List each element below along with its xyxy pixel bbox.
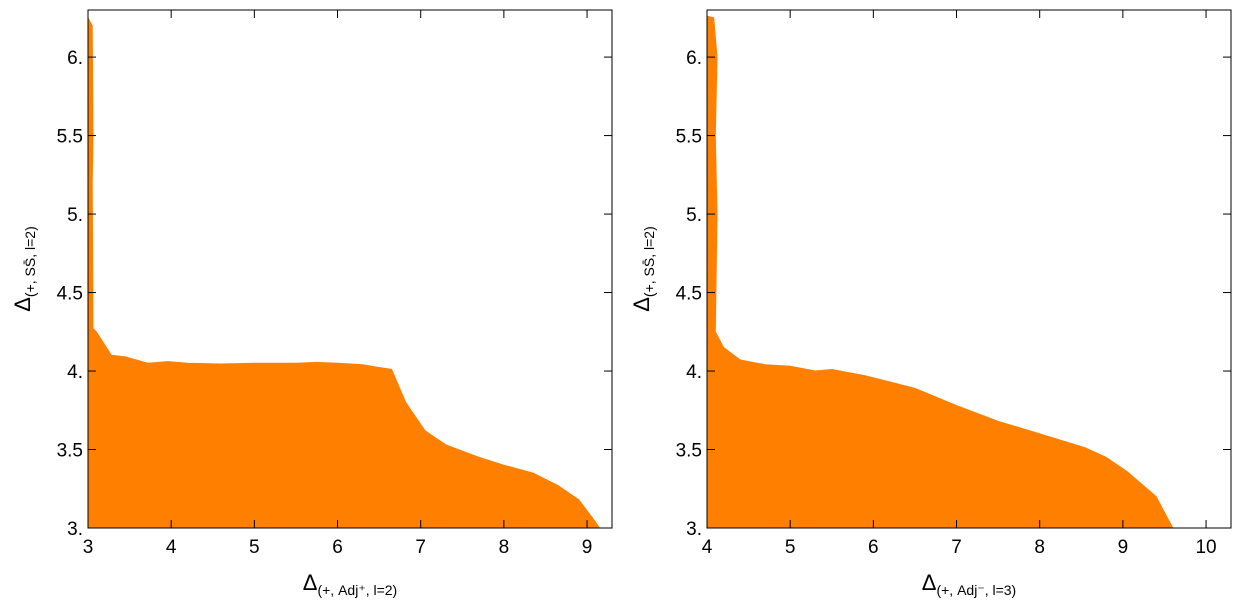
y-axis-label: Δ(+, SS̄, l=2) xyxy=(10,226,38,312)
y-tick-label: 6. xyxy=(67,48,83,69)
y-tick-label: 3. xyxy=(686,519,702,540)
x-tick-label: 7 xyxy=(415,537,426,558)
y-tick-label: 3.5 xyxy=(57,441,83,462)
x-tick-label: 8 xyxy=(1034,537,1045,558)
x-tick-label: 6 xyxy=(332,537,343,558)
chart-right: 4 5 6 7 8 9 10 3. 3.5 4. 4.5 5. 5.5 6. Δ(+, Adj⁻, l=3)… xyxy=(629,9,1232,598)
allowed-region xyxy=(707,15,1174,528)
y-tick-label: 5.5 xyxy=(57,127,83,148)
x-tick-label: 5 xyxy=(249,537,260,558)
y-tick-label: 5. xyxy=(686,205,702,226)
x-axis-label: Δ(+, Adj⁺, l=2) xyxy=(303,570,397,598)
x-tick-label: 10 xyxy=(1195,537,1216,558)
y-tick-label: 4. xyxy=(67,362,83,383)
y-tick-label: 4.5 xyxy=(676,284,702,305)
y-tick-label: 6. xyxy=(686,48,702,69)
y-tick-label: 3.5 xyxy=(676,441,702,462)
x-axis-label: Δ(+, Adj⁻, l=3) xyxy=(922,570,1016,598)
x-tick-label: 8 xyxy=(499,537,510,558)
x-tick-label: 9 xyxy=(582,537,593,558)
plot-frame xyxy=(87,9,613,529)
x-tick-label: 4 xyxy=(166,537,177,558)
y-tick-label: 5.5 xyxy=(676,127,702,148)
plot-frame xyxy=(706,9,1232,529)
y-tick-label: 4.5 xyxy=(57,284,83,305)
x-tick-label: 9 xyxy=(1118,537,1129,558)
x-tick-label: 4 xyxy=(702,537,713,558)
x-tick-label: 6 xyxy=(868,537,879,558)
y-tick-label: 4. xyxy=(686,362,702,383)
allowed-region xyxy=(88,17,601,528)
x-tick-label: 3 xyxy=(83,537,94,558)
y-axis-label: Δ(+, SS̄, l=2) xyxy=(629,226,657,312)
y-tick-label: 5. xyxy=(67,205,83,226)
y-tick-label: 3. xyxy=(67,519,83,540)
x-tick-label: 5 xyxy=(785,537,796,558)
x-tick-label: 7 xyxy=(951,537,962,558)
chart-left: 3 4 5 6 7 8 9 3. 3.5 4. 4.5 5. 5.5 6. Δ(+, Adj⁺, l=2) Δ… xyxy=(10,9,613,598)
